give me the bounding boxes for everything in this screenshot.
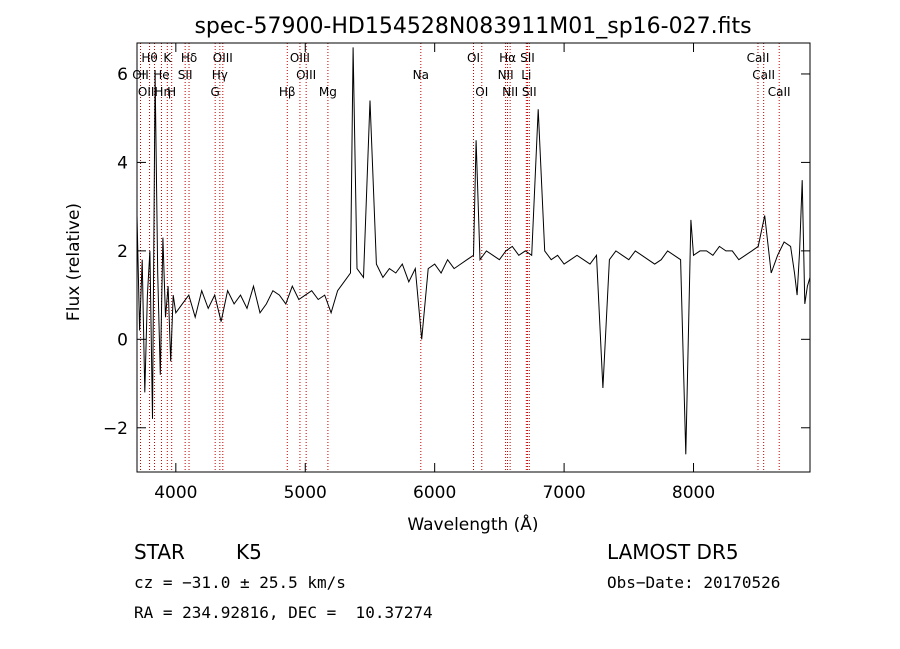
spectral-line-label: OIII <box>296 68 316 82</box>
spectral-line-label: OIII <box>213 51 233 65</box>
subclass-label: K5 <box>236 540 262 564</box>
survey-label: LAMOST DR5 <box>607 540 739 564</box>
y-tick-label: 6 <box>117 65 128 85</box>
spectral-line-label: Mg <box>319 85 337 99</box>
spectral-line-label: OII <box>132 68 149 82</box>
redshift-label: cz = −31.0 ± 25.5 km/s <box>134 573 346 592</box>
spectral-line-label: Li <box>521 68 531 82</box>
spectral-line-label: CaII <box>747 51 770 65</box>
spectral-line-label: Hγ <box>212 68 228 82</box>
y-tick-label: 0 <box>117 330 128 350</box>
x-tick-label: 8000 <box>672 483 715 503</box>
x-axis: 4000 5000 6000 7000 8000 <box>154 43 715 503</box>
spectral-line-label: Hδ <box>181 51 197 65</box>
spectral-line-label: SII <box>522 85 537 99</box>
spectral-line-label: Hθ <box>141 51 157 65</box>
spectral-line-label: Hα <box>499 51 516 65</box>
spectral-line-label: Hβ <box>279 85 296 99</box>
spectral-line-label: OI <box>475 85 488 99</box>
x-tick-label: 5000 <box>284 483 327 503</box>
spectral-line-label: H <box>167 85 176 99</box>
spectral-line-label: OI <box>467 51 480 65</box>
spectral-line-label: NII <box>498 68 514 82</box>
spectral-line-label: CaII <box>752 68 775 82</box>
spectral-line-label: He <box>153 68 169 82</box>
obs-date-label: Obs−Date: 20170526 <box>607 573 781 592</box>
spectral-line-label: Na <box>413 68 429 82</box>
y-tick-label: 2 <box>117 242 128 262</box>
chart-title: spec-57900-HD154528N083911M01_sp16-027.f… <box>194 14 751 39</box>
spectral-line-label: SII <box>178 68 193 82</box>
spectral-line-label: K <box>163 51 172 65</box>
x-tick-label: 7000 <box>542 483 585 503</box>
plot-frame <box>136 42 811 473</box>
class-label: STAR <box>134 540 185 564</box>
spectral-line-label: OIII <box>290 51 310 65</box>
x-tick-label: 4000 <box>154 483 197 503</box>
radec-label: RA = 234.92816, DEC = 10.37274 <box>134 603 433 622</box>
x-axis-label: Wavelength (Å) <box>407 513 538 535</box>
y-tick-label: 4 <box>117 153 128 173</box>
y-tick-label: −2 <box>103 419 128 439</box>
spectral-line-label: NII <box>502 85 518 99</box>
y-axis: −2 0 2 4 6 <box>103 65 810 439</box>
spectral-line-label: G <box>211 85 220 99</box>
y-axis-label: Flux (relative) <box>64 203 84 321</box>
line-markers <box>139 43 780 472</box>
x-tick-label: 6000 <box>413 483 456 503</box>
line-labels: Hθ K Hδ OIII OIII OI Hα SII CaII OII He SII Hγ OIII Na… <box>132 51 790 99</box>
spectral-line-label: SII <box>520 51 535 65</box>
spectral-line-label: CaII <box>768 85 791 99</box>
spectrum-line <box>136 47 811 455</box>
